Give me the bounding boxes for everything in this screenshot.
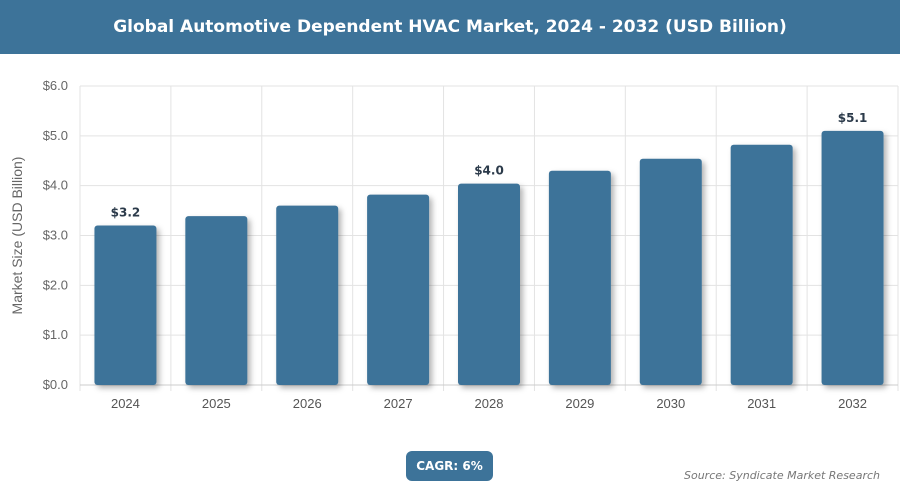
x-tick-label: 2031	[747, 396, 776, 411]
data-label: $4.0	[474, 164, 504, 178]
bar-chart: $0.0 $1.0 $2.0 $3.0 $4.0 $5.0 $6.0 Market Size …	[9, 78, 899, 411]
x-tick-label: 2025	[202, 396, 231, 411]
data-label: $3.2	[111, 206, 141, 220]
bar-2026	[276, 205, 339, 385]
y-tick-label: $3.0	[43, 228, 68, 243]
x-tick-label: 2030	[656, 396, 685, 411]
x-tick-label: 2024	[111, 396, 140, 411]
y-tick-label: $6.0	[43, 78, 68, 93]
data-label: $5.1	[838, 111, 868, 125]
cagr-badge: CAGR: 6%	[406, 451, 493, 481]
chart-title: Global Automotive Dependent HVAC Market,…	[0, 0, 900, 54]
y-axis-label: Market Size (USD Billion)	[9, 157, 25, 315]
x-tick-label: 2028	[475, 396, 504, 411]
y-tick-label: $5.0	[43, 128, 68, 143]
bar-2032	[821, 130, 884, 385]
x-tick-label: 2032	[838, 396, 867, 411]
x-tick-label: 2029	[565, 396, 594, 411]
bar-2029	[548, 170, 611, 385]
y-tick-label: $0.0	[43, 377, 68, 392]
bar-2025	[185, 216, 248, 385]
x-tick-label: 2027	[384, 396, 413, 411]
y-tick-label: $4.0	[43, 178, 68, 193]
x-tick-label: 2026	[293, 396, 322, 411]
y-tick-label: $1.0	[43, 327, 68, 342]
bar-2024	[94, 225, 157, 385]
bar-2031	[730, 144, 793, 385]
bar-2030	[639, 158, 702, 385]
y-tick-label: $2.0	[43, 277, 68, 292]
bar-2027	[367, 194, 430, 385]
bar-2028	[458, 183, 520, 385]
source-note: Source: Syndicate Market Research	[684, 469, 880, 482]
